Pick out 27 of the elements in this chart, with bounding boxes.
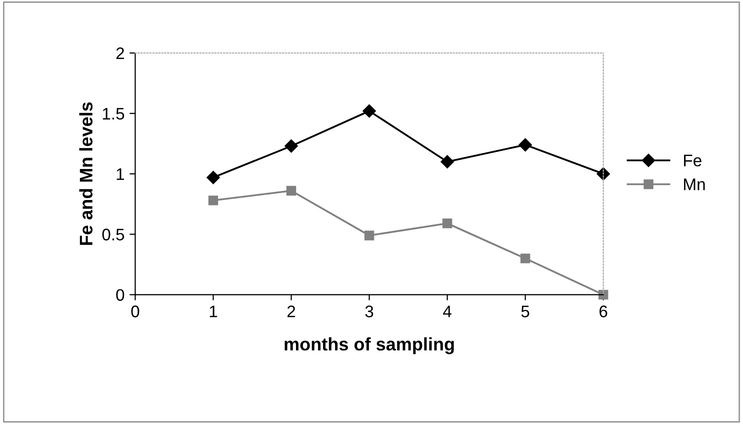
y-axis-title: Fe and Mn levels (79, 102, 93, 245)
legend-label: Fe (684, 154, 702, 166)
point (286, 186, 296, 196)
point (596, 167, 610, 180)
point (284, 139, 298, 153)
y-tick-label: 0.5 (102, 228, 124, 240)
x-tick-label: 1 (210, 306, 218, 318)
point (520, 254, 530, 264)
x-tick-label: 0 (131, 306, 140, 318)
point (208, 196, 218, 206)
x-tick-label: 6 (600, 306, 608, 318)
y-tick-label: 1 (116, 168, 124, 180)
x-tick-label: 5 (521, 306, 530, 318)
point (362, 104, 376, 118)
x-tick-label: 4 (443, 306, 452, 318)
x-tick-label: 2 (287, 306, 296, 318)
legend-label: Mn (684, 178, 705, 190)
point (206, 170, 220, 184)
y-tick-label: 0 (116, 289, 124, 301)
y-tick-label: 1.5 (102, 108, 124, 120)
x-axis-title: months of sampling (284, 337, 454, 354)
point (440, 155, 454, 168)
y-tick-label: 2 (116, 47, 124, 60)
point (518, 138, 532, 152)
point (442, 218, 452, 228)
point (364, 230, 374, 240)
x-tick-label: 3 (365, 306, 374, 318)
